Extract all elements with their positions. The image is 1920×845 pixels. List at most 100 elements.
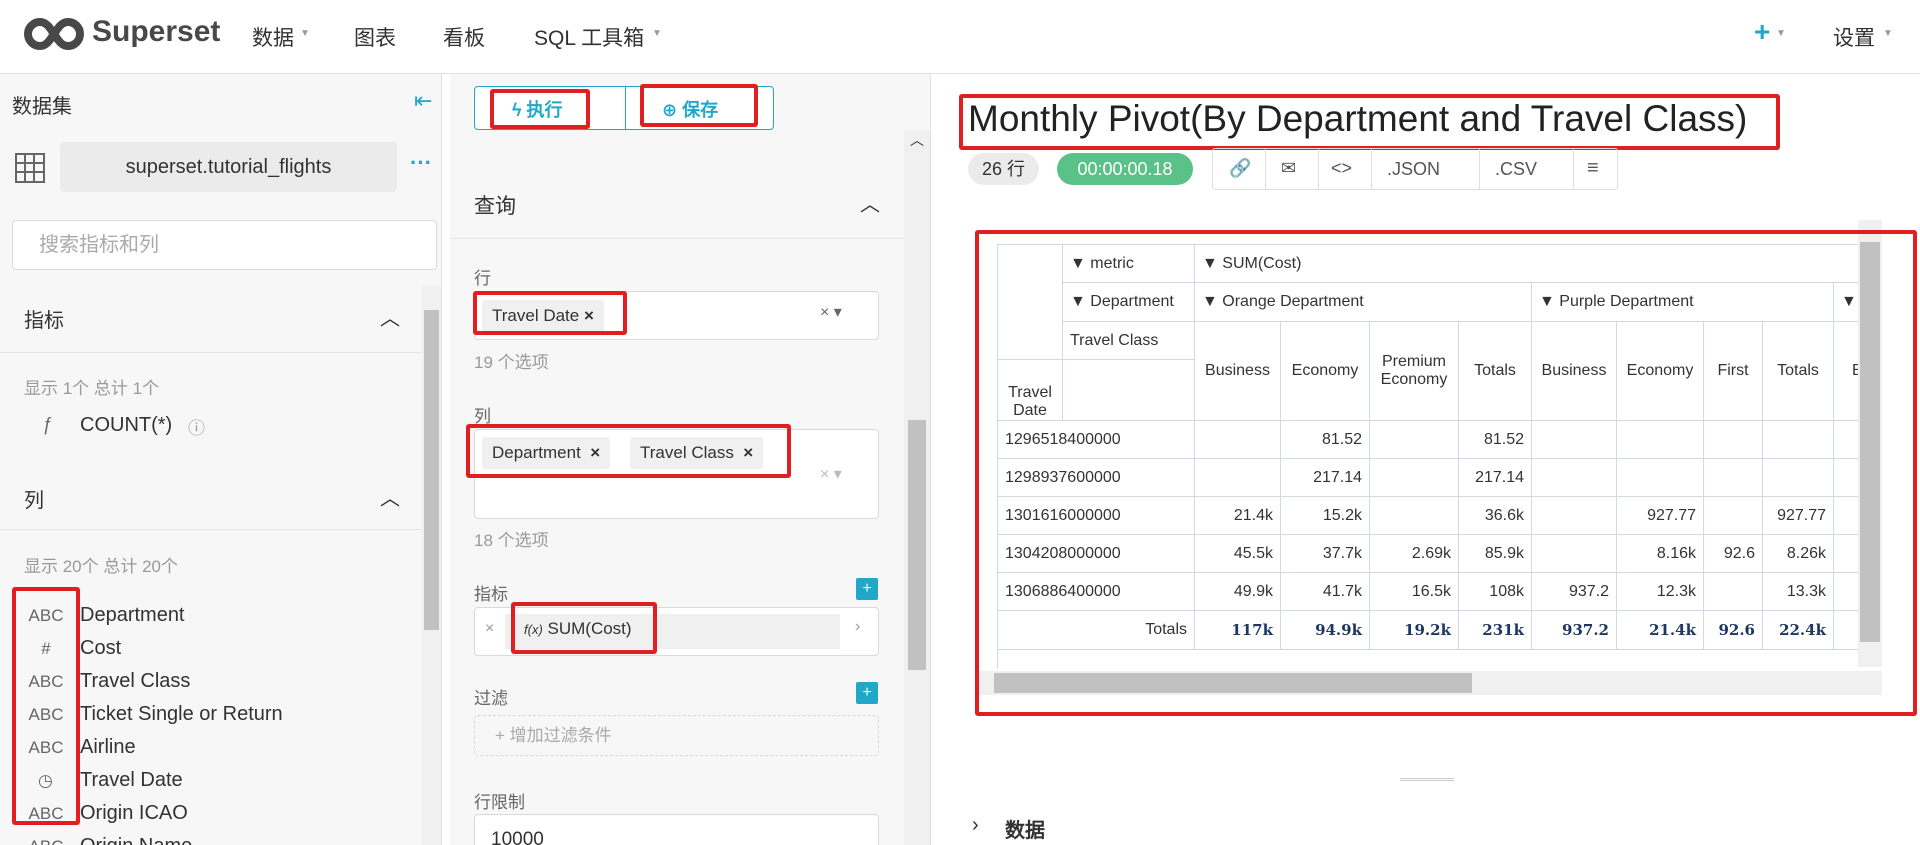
department-header: ▼ xyxy=(1834,283,1859,322)
department-header: ▼ Orange Department xyxy=(1195,283,1532,322)
menu-item[interactable]: 图表 xyxy=(354,27,396,50)
logo xyxy=(24,17,84,51)
metric-chip[interactable]: f(x) SUM(Cost) xyxy=(524,619,632,638)
value-cell xyxy=(1834,459,1859,497)
scrollbar: ︿ xyxy=(904,130,930,845)
add[interactable]: + xyxy=(856,578,878,600)
run-button[interactable]: ϟ 执行 xyxy=(512,100,563,120)
datasource-panel: 数据集 ⇤ superset.tutorial_flights ··· 搜索指标… xyxy=(0,74,442,845)
embed[interactable]: <> xyxy=(1331,158,1353,178)
value-cell: 85.9k xyxy=(1459,535,1532,573)
menu-item[interactable]: 数据 xyxy=(252,27,294,50)
chart-title: Monthly Pivot(By Department and Travel C… xyxy=(968,98,1748,139)
duration: 00:00:00.18 xyxy=(1057,153,1193,185)
column-name: Origin Name xyxy=(80,835,192,845)
section-header[interactable]: 查询 xyxy=(474,195,516,218)
column-header: Totals xyxy=(1763,322,1834,421)
value-cell xyxy=(1704,421,1763,459)
section-header[interactable]: 指标 xyxy=(24,310,64,332)
column-type: ABC xyxy=(28,804,64,823)
link[interactable]: 🔗 xyxy=(1229,158,1252,178)
settings[interactable]: 设置 xyxy=(1833,27,1875,50)
menu-item[interactable]: SQL 工具箱 xyxy=(534,27,645,50)
row-label: 1296518400000 xyxy=(998,421,1195,459)
value-cell xyxy=(1834,421,1859,459)
total-cell: 937.2 xyxy=(1532,611,1617,650)
highlight xyxy=(975,230,1917,716)
clear[interactable]: × ▾ xyxy=(820,466,842,483)
highlight xyxy=(959,94,1780,150)
value-cell xyxy=(1617,421,1704,459)
column-name: Travel Class xyxy=(80,670,191,692)
value-cell: 81.52 xyxy=(1459,421,1532,459)
metric-box[interactable]: × › xyxy=(474,607,879,656)
highlight xyxy=(511,602,657,654)
chip[interactable]: Travel Date × xyxy=(482,300,604,332)
scrollbar xyxy=(1858,220,1882,667)
email[interactable]: ✉ xyxy=(1281,158,1297,178)
chip[interactable]: Travel Class × xyxy=(630,437,764,469)
row-limit[interactable]: 10000 xyxy=(474,814,879,845)
value-cell: 937.2 xyxy=(1532,573,1617,611)
caret: ▼ xyxy=(1776,28,1786,39)
chevron[interactable]: ︿ xyxy=(380,308,400,330)
add-filter[interactable]: + 增加过滤条件 xyxy=(474,715,879,756)
menu-item[interactable]: 看板 xyxy=(443,27,485,50)
export-json[interactable]: .JSON xyxy=(1387,159,1441,179)
divider xyxy=(0,352,422,353)
chevron[interactable]: ︿ xyxy=(380,488,400,510)
column-name: Travel Date xyxy=(80,769,183,791)
value-cell xyxy=(1834,497,1859,535)
more[interactable]: ··· xyxy=(410,150,432,175)
dataset-name[interactable]: superset.tutorial_flights xyxy=(60,142,397,192)
value-cell: 12.3k xyxy=(1617,573,1704,611)
pivot-table: ▼ metric ▼ Department Travel Class Travel D… xyxy=(997,244,1859,669)
clear[interactable]: × ▾ xyxy=(820,304,842,321)
expand[interactable]: › xyxy=(972,814,979,836)
axis-label: Travel Class xyxy=(1063,322,1195,360)
value-cell xyxy=(1370,497,1459,535)
value-cell: 217.14 xyxy=(1281,459,1370,497)
value-cell xyxy=(1704,459,1763,497)
value-cell: 8.26k xyxy=(1763,535,1834,573)
axis-label: ▼ Department xyxy=(1063,283,1195,322)
highlight xyxy=(490,89,590,129)
section-header[interactable]: 列 xyxy=(24,490,44,512)
count: 显示 1个 总计 1个 xyxy=(24,379,160,398)
row-count: 26 行 xyxy=(968,153,1040,185)
collapse[interactable]: ⇤ xyxy=(414,88,433,113)
navbar: Superset 数据 ▼ 图表 看板 SQL 工具箱 ▼ + ▼ 设置 ▼ xyxy=(0,0,1920,74)
column-type: ABC xyxy=(28,672,64,691)
field-label: 行限制 xyxy=(474,793,525,812)
column-name: Airline xyxy=(80,736,136,758)
save-button[interactable]: ⊕ 保存 xyxy=(662,100,719,120)
row-label: 1304208000000 xyxy=(998,535,1195,573)
column-name: Ticket Single or Return xyxy=(80,703,283,725)
chevron[interactable]: ︿ xyxy=(860,194,880,216)
column-type: # xyxy=(41,639,51,658)
column-header: Business xyxy=(1532,322,1617,421)
column-name: Department xyxy=(80,604,185,626)
search-input[interactable]: 搜索指标和列 xyxy=(12,220,437,270)
data-section[interactable]: 数据 xyxy=(1005,820,1045,842)
add[interactable]: + xyxy=(856,682,878,704)
value-cell: 36.6k xyxy=(1459,497,1532,535)
metric: COUNT(*) xyxy=(80,414,173,436)
highlight xyxy=(12,587,80,825)
total-cell: 92.6 xyxy=(1704,611,1763,650)
value-cell: 2.69k xyxy=(1370,535,1459,573)
column-header: Business xyxy=(1834,322,1859,421)
metric-header: ▼ SUM(Cost) xyxy=(1195,245,1859,283)
value-cell: 49.9k xyxy=(1195,573,1281,611)
export-csv[interactable]: .CSV xyxy=(1495,159,1538,179)
value-cell xyxy=(1195,459,1281,497)
save-label: 保存 xyxy=(682,100,719,120)
value-cell: 81.52 xyxy=(1281,421,1370,459)
chip[interactable]: Department × xyxy=(482,437,611,469)
menu[interactable]: ≡ xyxy=(1587,157,1599,179)
add-button[interactable]: + xyxy=(1754,16,1771,47)
brand[interactable]: Superset xyxy=(92,15,221,48)
column-type: ABC xyxy=(28,705,64,724)
